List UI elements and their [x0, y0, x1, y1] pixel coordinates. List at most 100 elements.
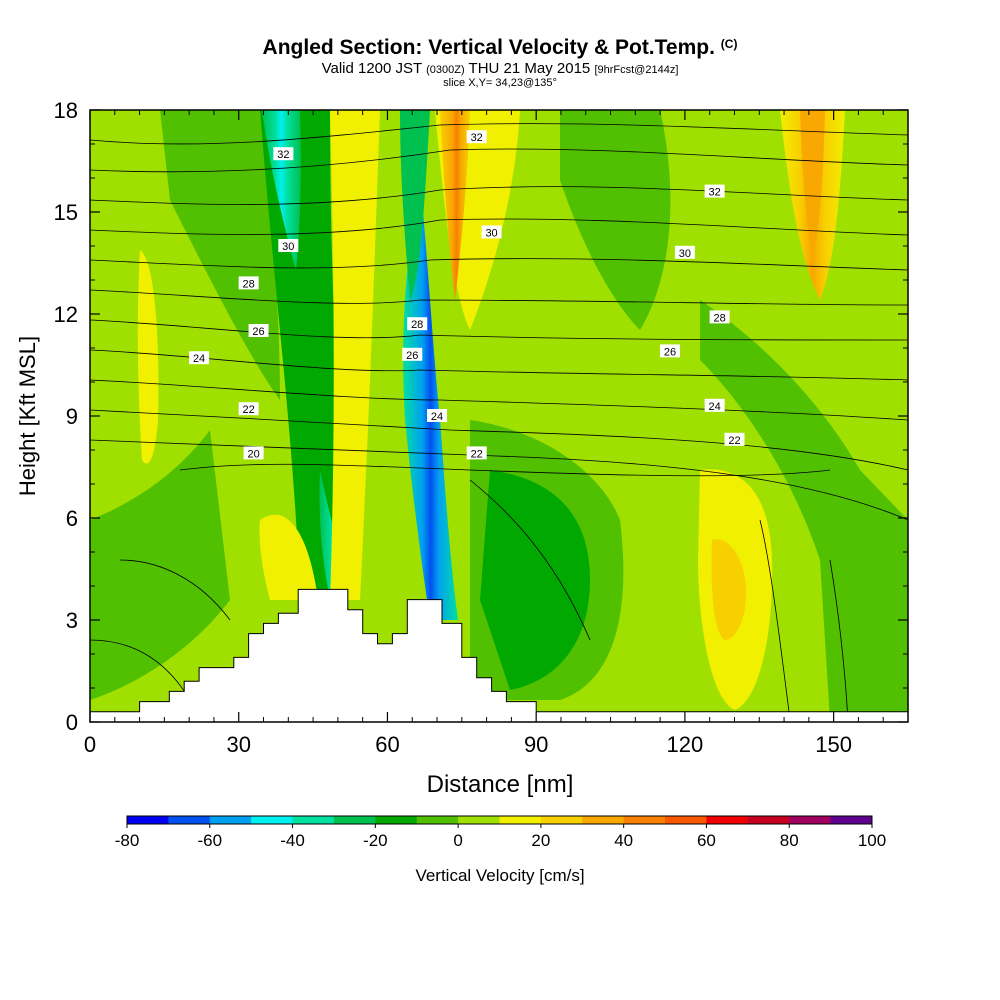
- contour-label-17: 22: [724, 432, 745, 447]
- contour-label-5: 30: [674, 245, 695, 260]
- x-tick-label-120: 120: [667, 732, 704, 757]
- velocity-field: 32 32 32 30 30 30 28 28 28 26 26 26 24 24 24 22 22 22 20: [90, 110, 908, 722]
- svg-text:28: 28: [411, 319, 423, 331]
- svg-text:20: 20: [247, 448, 259, 460]
- colorbar-tick-label-20: 20: [531, 831, 550, 850]
- contour-label-3: 30: [278, 239, 299, 253]
- x-tick-label-0: 0: [84, 732, 96, 757]
- forecast-label: [9hrFcst@2144z]: [594, 64, 679, 76]
- contour-label-12: 24: [189, 351, 210, 365]
- contour-label-9: 26: [248, 324, 269, 338]
- y-tick-label-0: 0: [66, 710, 78, 735]
- colorbar-swatch-9: [499, 816, 542, 824]
- y-tick-label-3: 3: [66, 608, 78, 633]
- contour-label-1: 32: [466, 130, 487, 144]
- region-green-upper-right: [560, 110, 671, 330]
- svg-text:24: 24: [193, 353, 205, 365]
- region-yellow-column: [330, 110, 380, 600]
- contour-label-11: 26: [660, 344, 681, 358]
- contour-label-7: 28: [407, 317, 428, 331]
- svg-text:22: 22: [471, 448, 483, 460]
- svg-text:22: 22: [728, 435, 740, 447]
- y-tick-label-6: 6: [66, 506, 78, 531]
- contour-label-4: 30: [481, 225, 502, 239]
- region-green-lower-left: [90, 430, 230, 700]
- colorbar-swatch-10: [540, 816, 583, 824]
- colorbar-swatch-4: [292, 816, 335, 824]
- colorbar-tick-label--20: -20: [363, 831, 388, 850]
- region-orange-updraft: [440, 110, 470, 300]
- colorbar-tick-label-80: 80: [780, 831, 799, 850]
- colorbar-tick-label-100: 100: [858, 831, 886, 850]
- colorbar-swatch-6: [375, 816, 418, 824]
- colorbar-swatch-2: [209, 816, 252, 824]
- svg-text:32: 32: [709, 187, 721, 199]
- colorbar-tick-label-0: 0: [453, 831, 462, 850]
- region-green-right: [700, 300, 908, 720]
- x-tick-label-30: 30: [226, 732, 250, 757]
- contour-label-14: 24: [704, 398, 725, 413]
- svg-text:30: 30: [282, 241, 294, 253]
- colorbar-swatch-11: [582, 816, 625, 824]
- contour-label-0: 32: [273, 147, 294, 161]
- svg-text:28: 28: [243, 278, 255, 290]
- svg-text:32: 32: [471, 132, 483, 144]
- contour-label-6: 28: [238, 276, 259, 290]
- contour-label-10: 26: [402, 347, 423, 362]
- terrain: [90, 588, 908, 722]
- svg-text:28: 28: [713, 312, 725, 324]
- utc-time: (0300Z): [426, 64, 465, 76]
- x-tick-label-150: 150: [815, 732, 852, 757]
- svg-text:30: 30: [679, 248, 691, 260]
- region-dgreen-downdraft-edge: [400, 110, 430, 300]
- svg-text:22: 22: [243, 404, 255, 416]
- svg-text:26: 26: [252, 326, 264, 338]
- svg-text:26: 26: [664, 346, 676, 358]
- svg-text:24: 24: [709, 401, 721, 413]
- svg-text:24: 24: [431, 411, 443, 423]
- contour-labels: 32 32 32 30 30 30 28 28 28 26 26 26 24 24 24 22 22 22 20: [189, 130, 745, 460]
- region-dgreen-lower-mid: [480, 470, 590, 690]
- colorbar-swatch-16: [789, 816, 832, 824]
- svg-text:32: 32: [277, 149, 289, 161]
- contour-label-2: 32: [704, 184, 725, 199]
- region-yellow-lower-left: [259, 514, 318, 600]
- region-cyan-low: [319, 470, 355, 600]
- colorbar-swatch-8: [458, 816, 500, 824]
- chart-subtitle: Valid 1200 JST (0300Z) THU 21 May 2015 […: [321, 60, 679, 77]
- colorbar-swatch-5: [333, 816, 376, 824]
- y-tick-label-12: 12: [54, 302, 78, 327]
- region-orange-lower-right: [711, 539, 747, 640]
- colorbar-swatch-17: [830, 816, 873, 824]
- colorbar: -80 -60 -40 -20 0 20 40 60 80 100: [115, 815, 886, 850]
- colorbar-swatch-13: [665, 816, 707, 824]
- colorbar-tick-label-40: 40: [614, 831, 633, 850]
- x-tick-label-60: 60: [375, 732, 399, 757]
- colorbar-label: Vertical Velocity [cm/s]: [415, 866, 584, 885]
- colorbar-swatch-12: [623, 816, 666, 824]
- isentrope-contours: [90, 123, 908, 721]
- svg-text:30: 30: [485, 227, 497, 239]
- x-axis-label: Distance [nm]: [427, 771, 574, 798]
- colorbar-swatch-0: [127, 816, 169, 824]
- contour-label-18: 20: [243, 446, 264, 460]
- colorbar-tick-label--40: -40: [280, 831, 305, 850]
- title-unit: (C): [720, 37, 738, 51]
- axes: 0 30 60 90 120 150 0 3 6 9 12 15 18: [54, 98, 908, 757]
- region-orange-right-column: [800, 110, 825, 260]
- colorbar-swatch-3: [251, 816, 294, 824]
- slice-label: slice X,Y= 34,23@135°: [443, 77, 557, 89]
- region-yellow-left-column: [137, 250, 159, 464]
- colorbar-frame: [126, 815, 873, 825]
- contour-label-13: 24: [427, 409, 448, 423]
- colorbar-swatch-15: [747, 816, 790, 824]
- colorbar-tick-label--80: -80: [115, 831, 140, 850]
- contour-label-15: 22: [238, 402, 259, 416]
- colorbar-tick-label--60: -60: [197, 831, 222, 850]
- colorbar-swatch-7: [416, 816, 459, 824]
- valid-date: THU 21 May 2015: [468, 60, 591, 77]
- y-tick-label-15: 15: [54, 200, 78, 225]
- y-tick-label-9: 9: [66, 404, 78, 429]
